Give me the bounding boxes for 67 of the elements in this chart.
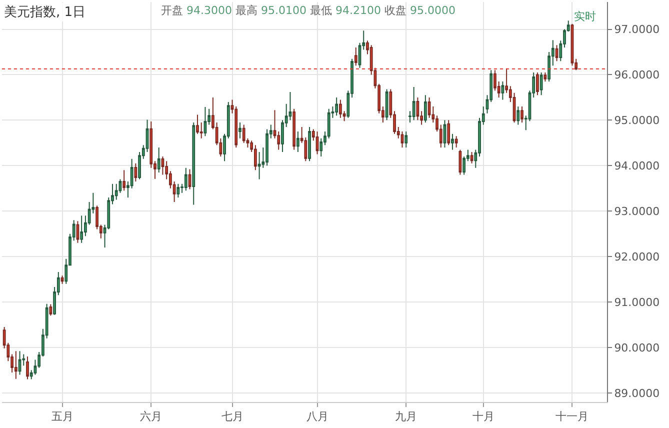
x-tick-label: 八月 — [306, 410, 328, 424]
candlestick — [516, 106, 520, 126]
candlestick — [454, 136, 458, 148]
candlestick — [114, 183, 118, 200]
y-tick-label: 94.0000 — [614, 159, 660, 172]
x-tick-label: 十一月 — [556, 410, 589, 424]
candlestick — [80, 215, 84, 244]
y-tick-label: 95.0000 — [614, 114, 660, 128]
candlestick — [536, 72, 539, 96]
candlestick — [188, 168, 192, 190]
candlestick — [540, 72, 543, 96]
candlestick — [338, 99, 342, 118]
candlestick — [296, 131, 300, 152]
candlestick — [520, 106, 524, 123]
y-tick-label: 91.0000 — [614, 296, 660, 309]
candlestick — [412, 86, 416, 121]
y-tick-label: 96.0000 — [614, 68, 660, 82]
candlestick — [176, 183, 180, 198]
candlestick — [157, 146, 160, 173]
candlestick — [308, 126, 311, 162]
candlestick — [354, 46, 358, 66]
candlestick — [49, 304, 52, 316]
candlestick — [266, 128, 268, 166]
candlestick — [416, 96, 420, 121]
candlestick — [258, 152, 261, 180]
y-tick-label: 93.0000 — [614, 204, 660, 218]
candlestick — [451, 133, 454, 150]
candlestick — [242, 124, 246, 144]
chart-subtitle: 开盘 94.3000 最高 95.0100 最低 94.2100 收盘 95.0000 — [161, 4, 456, 17]
candlestick — [60, 275, 64, 284]
y-tick-label: 90.0000 — [614, 341, 660, 354]
candlestick — [134, 162, 138, 182]
candlestick — [254, 144, 257, 171]
candlestick — [447, 120, 450, 146]
candlestick — [184, 167, 188, 192]
candlestick — [501, 81, 504, 100]
candlestick — [192, 122, 196, 206]
candlestick — [555, 44, 558, 62]
candlestick — [76, 220, 80, 244]
candlestick — [335, 96, 338, 116]
candlestick — [470, 152, 474, 164]
x-tick-label: 十月 — [472, 410, 494, 424]
y-tick-label: 92.0000 — [614, 250, 660, 264]
candlestick — [404, 131, 408, 148]
candlestick — [428, 96, 431, 118]
chart-title: 美元指数, 1日 — [4, 4, 86, 20]
candlestick — [544, 72, 547, 82]
candlestick — [400, 131, 404, 148]
candlestick — [238, 122, 242, 139]
x-tick-label: 六月 — [140, 410, 162, 424]
candlestick — [443, 120, 446, 148]
candlestick — [204, 106, 207, 137]
x-tick-label: 九月 — [395, 410, 418, 424]
candlestick — [122, 170, 126, 192]
y-tick-label: 89.0000 — [614, 386, 660, 400]
candlestick — [161, 156, 164, 176]
x-tick-label: 五月 — [51, 410, 74, 424]
candlestick — [26, 356, 29, 380]
candlestick — [292, 108, 296, 150]
annotation: 实时 — [574, 10, 596, 23]
candlestick — [18, 350, 22, 376]
candlestick — [316, 131, 319, 155]
y-tick-label: 97.0000 — [614, 23, 660, 36]
x-tick-label: 七月 — [221, 410, 244, 424]
candlestick — [14, 350, 18, 380]
candlestick — [424, 94, 427, 123]
candlestick — [196, 114, 199, 134]
